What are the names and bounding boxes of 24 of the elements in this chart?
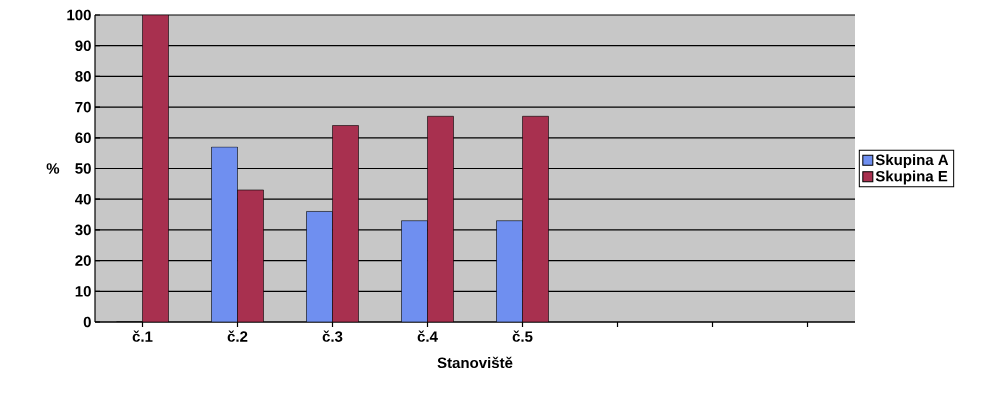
bar bbox=[401, 220, 428, 322]
x-axis-title: Stanoviště bbox=[437, 356, 513, 369]
y-tick-label: 40 bbox=[75, 193, 91, 205]
y-tick-label: 0 bbox=[83, 316, 91, 328]
x-tick-label: č.5 bbox=[512, 330, 533, 342]
x-tick-label: č.3 bbox=[322, 330, 343, 342]
bar bbox=[306, 211, 333, 322]
y-tick-label: 90 bbox=[75, 40, 91, 51]
y-tick-label: 30 bbox=[75, 224, 91, 236]
x-tick-label: č.1 bbox=[132, 330, 153, 342]
y-axis-title: % bbox=[46, 163, 60, 174]
y-tick-label: 60 bbox=[75, 132, 91, 144]
y-tick-label: 10 bbox=[75, 285, 91, 297]
y-tick-label: 20 bbox=[75, 255, 91, 266]
y-tick-label: 70 bbox=[75, 101, 91, 113]
legend-label: Skupina E bbox=[875, 170, 948, 185]
x-tick-label: č.2 bbox=[227, 330, 248, 342]
y-tick-label: 80 bbox=[75, 71, 91, 82]
legend-label: Skupina A bbox=[875, 154, 949, 169]
x-tick-label: č.4 bbox=[417, 330, 438, 342]
bar bbox=[496, 220, 523, 322]
y-tick-label: 50 bbox=[75, 163, 91, 174]
y-tick-label: 100 bbox=[67, 9, 91, 21]
bar bbox=[211, 146, 238, 322]
